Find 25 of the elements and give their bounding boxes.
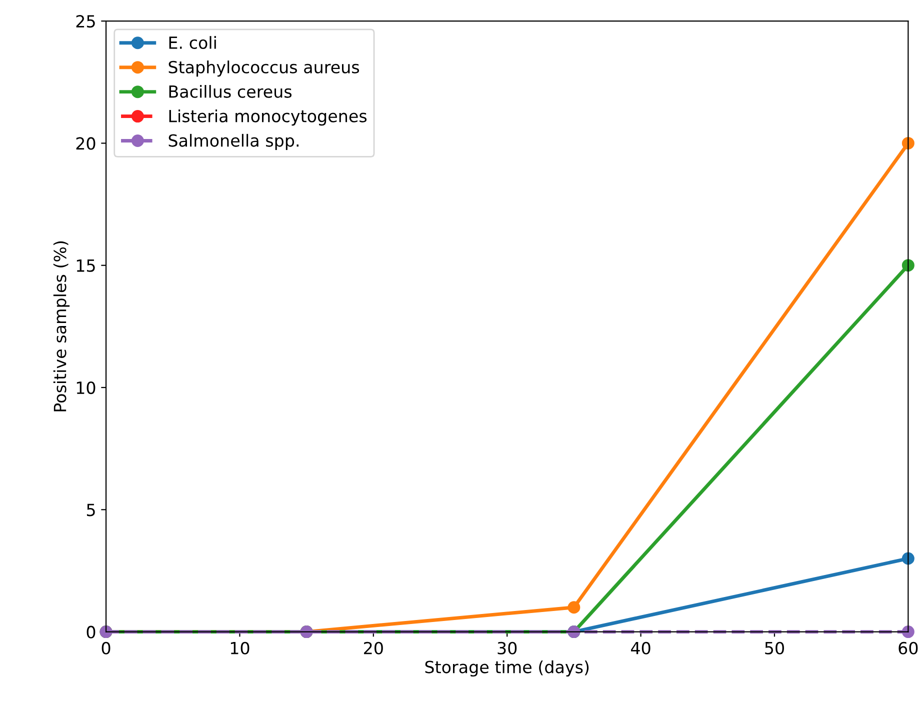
x-tick-label: 20 — [364, 642, 383, 654]
x-axis-title: Storage time (days) — [425, 660, 589, 677]
y-tick-label: 25 — [76, 15, 95, 28]
legend-label: Staphylococcus aureus — [168, 60, 360, 77]
point — [902, 552, 914, 565]
x-tick-label: 10 — [230, 642, 250, 654]
y-tick-label: 5 — [86, 504, 95, 516]
y-tick-label: 10 — [76, 381, 96, 394]
point — [902, 136, 914, 150]
y-tick-label: 0 — [86, 626, 96, 638]
x-tick-label: 0 — [102, 642, 110, 654]
legend-label: Salmonella spp. — [168, 134, 298, 150]
legend-label: Bacillus cereus — [169, 84, 292, 98]
point — [902, 626, 914, 638]
x-tick-label: 60 — [898, 642, 918, 654]
legend-label: E. coli — [169, 36, 216, 49]
y-tick-label: 20 — [76, 137, 96, 150]
x-tick-label: 40 — [631, 642, 650, 654]
y-tick-label: 15 — [76, 260, 95, 272]
y-axis-title: Positive samples (%) — [53, 241, 70, 412]
x-tick-label: 50 — [765, 642, 784, 654]
legend-label: Listeria monocytogenes — [169, 109, 367, 126]
x-tick-label: 30 — [498, 642, 517, 654]
point — [902, 259, 914, 272]
point — [568, 601, 580, 614]
